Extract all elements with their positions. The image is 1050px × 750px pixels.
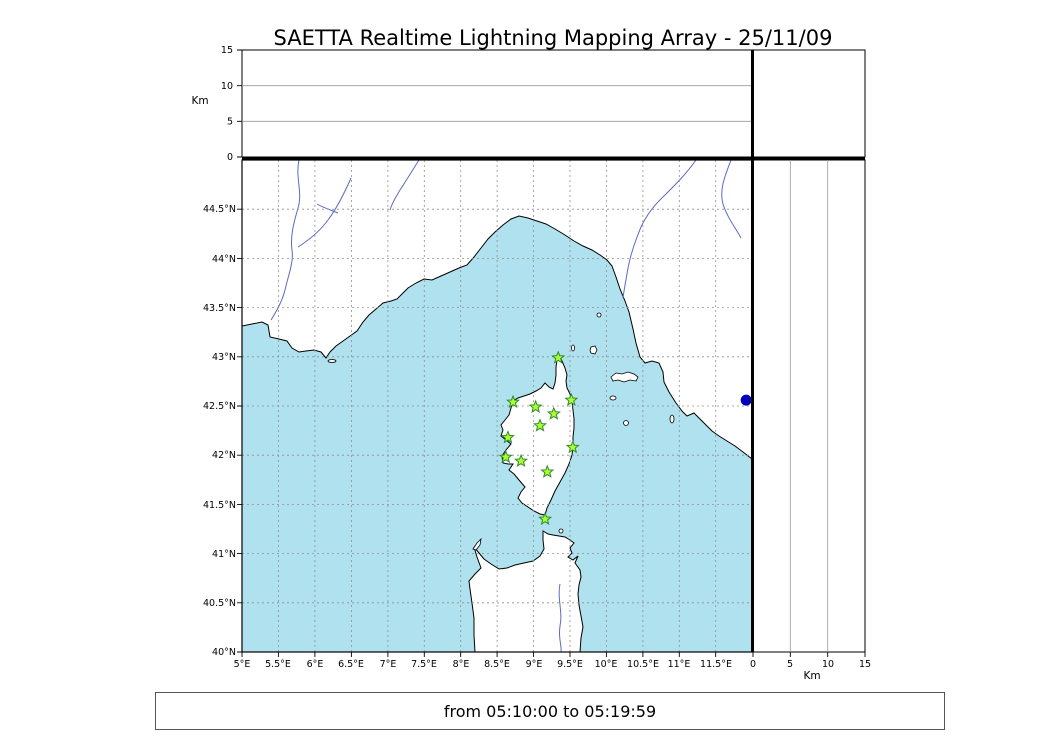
lon-tick-label: 8.5°E [484,659,510,670]
pianosa-island [609,395,617,401]
lat-tick-label: 41°N [212,549,236,560]
lat-tick-label: 40.5°N [203,598,236,609]
river [622,160,697,299]
gorgona-island [596,312,602,318]
capraia-island [589,345,598,355]
lon-tick-label: 9.5°E [557,659,583,670]
altitude-tick-label: 5 [227,117,233,128]
hyeres-islands [327,359,337,363]
lon-ticks [241,652,717,657]
map-grid [242,160,752,652]
right-km-ticks [752,652,866,657]
river [558,583,562,652]
lon-tick-label: 7°E [380,659,397,670]
lat-ticks [237,208,242,653]
right-km-tick-label: 0 [750,659,756,670]
map-panel [241,159,753,653]
river [389,160,420,211]
lat-tick-label: 44°N [212,254,236,265]
lon-tick-label: 8°E [453,659,470,670]
asinara-island [472,537,482,551]
page-title: SAETTA Realtime Lightning Mapping Array … [273,26,833,50]
right-axis-unit: Km [803,670,820,682]
lon-tick-labels: 5°E 5.5°E 6°E 6.5°E 7°E 7.5°E 8°E 8.5°E … [234,659,732,670]
altitude-tick-label: 10 [221,81,233,92]
altitude-panel-box [241,49,753,158]
lon-tick-label: 5.5°E [265,659,291,670]
altitude-longitude-panel [241,49,753,158]
panel-separators [242,50,865,652]
giglio-island [669,414,675,424]
right-panel-gridlines [789,160,829,652]
montecristo-island [623,420,629,426]
lat-tick-label: 42°N [212,450,236,461]
giraglia-islet [571,344,575,352]
lon-tick-label: 9°E [526,659,543,670]
river [721,160,742,239]
right-km-tick-label: 5 [787,659,793,670]
lat-tick-label: 43°N [212,352,236,363]
event-dot [740,394,752,406]
lon-tick-label: 6°E [307,659,324,670]
lat-tick-label: 41.5°N [203,500,236,511]
lat-tick-labels: 44.5°N 44°N 43.5°N 43°N 42.5°N 42°N 41.5… [203,204,236,658]
elba-island [610,371,639,383]
lat-tick-label: 40°N [212,647,236,658]
right-km-tick-labels: 0 5 10 15 [750,659,871,670]
corsica [500,354,575,516]
river [270,160,301,321]
river [297,177,352,248]
lat-tick-label: 43.5°N [203,303,236,314]
small-islands [327,312,675,551]
mainland-coast [242,160,752,460]
river-lines [270,160,742,652]
altitude-axis-unit: Km [191,95,208,107]
altitude-tick-label: 0 [227,152,233,163]
altitude-panel-gridlines [242,85,752,122]
lon-tick-label: 7.5°E [411,659,437,670]
map-layers [242,160,752,652]
altitude-tick-label: 15 [221,45,233,56]
time-range-text: from 05:10:00 to 05:19:59 [443,701,657,721]
maddalena-island [558,528,564,534]
lon-tick-label: 10°E [595,659,618,670]
lon-tick-label: 11.5°E [700,659,732,670]
right-km-tick-label: 15 [859,659,871,670]
lon-tick-label: 6.5°E [338,659,364,670]
altitude-ticks [237,49,242,158]
lon-tick-label: 5°E [234,659,251,670]
lon-tick-label: 11°E [668,659,691,670]
lat-tick-label: 44.5°N [203,204,236,215]
map-grid-horizontal [242,208,752,604]
right-km-tick-label: 10 [822,659,834,670]
right-panel-box [752,159,866,653]
altitude-latitude-panel [752,159,866,653]
lon-tick-label: 10.5°E [627,659,659,670]
time-range-box: from 05:10:00 to 05:19:59 [155,692,945,730]
altitude-tick-labels: 0 5 10 15 [221,45,233,163]
lat-tick-label: 42.5°N [203,401,236,412]
corner-panel [752,49,866,158]
